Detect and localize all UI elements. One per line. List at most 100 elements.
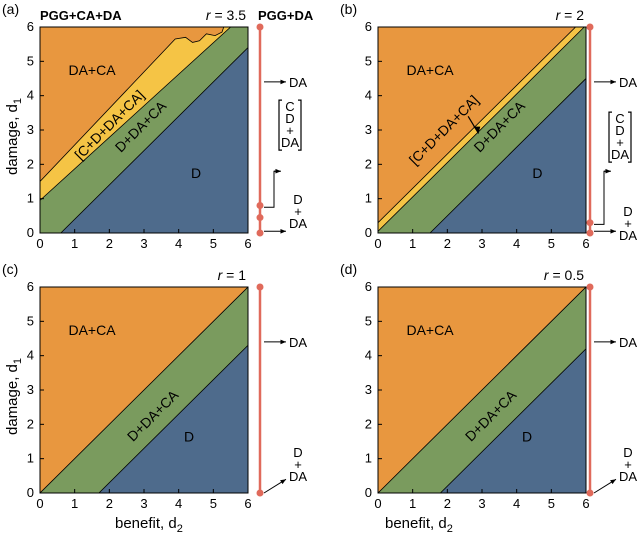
band-arrow-head [473, 126, 481, 134]
x-axis-label-sub-d: 2 [447, 523, 453, 535]
y-tick-label: 5 [27, 313, 34, 328]
region-label: D [522, 429, 532, 445]
region-label: DA+CA [406, 322, 454, 338]
y-tick-label: 6 [365, 279, 372, 294]
y-tick-label: 3 [27, 122, 34, 137]
rail-label: DA [289, 216, 307, 231]
y-tick-label: 3 [365, 382, 372, 397]
rail-label: + [616, 135, 624, 150]
x-tick-label: 5 [210, 496, 217, 511]
rail-point [256, 214, 264, 222]
rail-label: + [294, 457, 302, 472]
region-label: DA+CA [68, 62, 116, 78]
x-tick-label: 0 [36, 236, 43, 251]
y-tick-label: 2 [27, 416, 34, 431]
region-label: DA+CA [68, 322, 116, 338]
region-label: DA+CA [406, 62, 454, 78]
x-tick-label: 1 [409, 236, 416, 251]
x-tick-label: 0 [36, 496, 43, 511]
r-value-label: r = 2 [556, 7, 585, 23]
x-tick-label: 6 [582, 496, 589, 511]
y-tick-label: 3 [27, 382, 34, 397]
y-tick-label: 1 [365, 191, 372, 206]
rail-arrowhead [280, 228, 286, 234]
regions-group [40, 27, 248, 233]
y-axis-label-a: damage, d1 [4, 98, 24, 175]
y-tick-label: 5 [365, 313, 372, 328]
rail-arrowhead [275, 168, 281, 174]
x-tick-label: 1 [71, 496, 78, 511]
region-label: D [184, 429, 194, 445]
bracket-left [278, 99, 282, 151]
y-tick-label: 4 [27, 88, 34, 103]
y-axis-label-sub-a: 1 [12, 98, 24, 104]
x-tick-label: 4 [513, 496, 520, 511]
regions-group [378, 27, 586, 233]
x-tick-label: 2 [106, 236, 113, 251]
x-tick-label: 2 [444, 236, 451, 251]
y-tick-label: 0 [27, 485, 34, 500]
x-tick-label: 3 [478, 236, 485, 251]
y-tick-label: 0 [27, 225, 34, 240]
rail-point [256, 23, 264, 31]
x-axis-label-c: benefit, d2 [115, 515, 183, 535]
x-tick-label: 5 [210, 236, 217, 251]
x-tick-label: 0 [374, 496, 381, 511]
rail-point [586, 283, 594, 291]
y-tick-label: 1 [27, 191, 34, 206]
header-left: PGG+CA+DA [40, 8, 122, 23]
r-value-label: r = 0.5 [544, 267, 584, 283]
panel-letter: (d) [340, 261, 357, 277]
rail-label: C [615, 111, 624, 126]
rail-connector [264, 170, 280, 208]
rail-point [586, 23, 594, 31]
y-tick-label: 3 [365, 122, 372, 137]
rail-label: D [615, 123, 624, 138]
region-label: D [532, 165, 542, 181]
rail-arrowhead [610, 79, 616, 85]
y-axis-label-c: damage, d1 [4, 358, 24, 435]
y-tick-label: 4 [365, 88, 372, 103]
x-tick-label: 6 [582, 236, 589, 251]
regions-group [378, 287, 586, 493]
x-tick-label: 6 [244, 236, 251, 251]
rail-label: + [294, 204, 302, 219]
y-tick-label: 4 [27, 348, 34, 363]
rail-point [586, 489, 594, 497]
rail-label: DA [289, 335, 307, 350]
bracket-left [608, 111, 612, 163]
x-axis-label-d: benefit, d2 [385, 515, 453, 535]
rail-label: C [285, 99, 294, 114]
x-tick-label: 6 [244, 496, 251, 511]
rail-label: D [623, 445, 632, 460]
rail-arrowhead [280, 79, 286, 85]
r-value-label: r = 3.5 [206, 7, 246, 23]
rail-label: D [623, 204, 632, 219]
x-tick-label: 5 [548, 236, 555, 251]
rail-point [586, 219, 594, 227]
rail-arrowhead [280, 479, 286, 485]
rail-label: D [285, 111, 294, 126]
rail-point [256, 202, 264, 210]
y-tick-label: 5 [365, 53, 372, 68]
panel-letter: (b) [340, 1, 357, 17]
rail-label: DA [289, 469, 307, 484]
y-tick-label: 6 [365, 19, 372, 34]
x-tick-label: 2 [444, 496, 451, 511]
x-tick-label: 0 [374, 236, 381, 251]
region-D [439, 348, 586, 493]
x-axis-label-sub-c: 2 [177, 523, 183, 535]
rail-arrowhead [610, 339, 616, 345]
y-tick-label: 0 [365, 485, 372, 500]
x-tick-label: 4 [513, 236, 520, 251]
x-tick-label: 5 [548, 496, 555, 511]
rail-arrowhead [605, 168, 611, 174]
rail-point [586, 229, 594, 237]
rail-arrowhead [610, 228, 616, 234]
rail-connector [594, 170, 610, 225]
